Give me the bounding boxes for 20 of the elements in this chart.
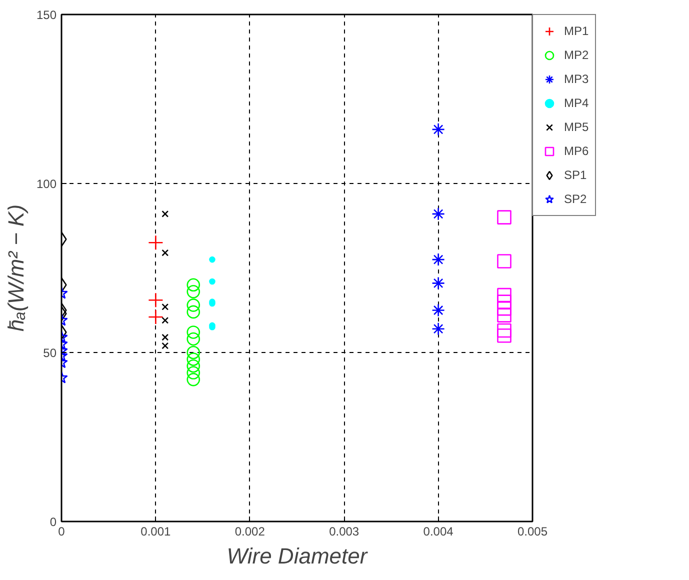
- x-tick-label: 0.004: [423, 524, 454, 538]
- legend-label: MP6: [564, 144, 589, 158]
- x-tick-label: 0: [58, 524, 66, 538]
- x-tick-label: 0.001: [140, 524, 172, 538]
- x-tick-label: 0.003: [329, 524, 360, 538]
- legend-label: MP4: [564, 96, 589, 110]
- y-tick-label: 0: [50, 515, 57, 529]
- legend-label: SP1: [564, 168, 588, 182]
- y-tick-label: 50: [43, 346, 57, 360]
- legend-label: MP3: [564, 72, 589, 86]
- y-tick-label: 100: [36, 177, 57, 191]
- x-tick-label: 0.002: [234, 524, 266, 538]
- legend-label: MP5: [564, 120, 589, 134]
- x-axis-title: Wire Diameter: [226, 544, 369, 568]
- y-axis-title: h̄ₐ(W/m² − K): [3, 204, 28, 332]
- x-tick-label: 0.005: [517, 524, 548, 538]
- legend-label: MP2: [564, 48, 589, 62]
- y-tick-label: 150: [36, 8, 57, 22]
- legend-label: SP2: [564, 192, 588, 206]
- legend-label: MP1: [564, 24, 589, 38]
